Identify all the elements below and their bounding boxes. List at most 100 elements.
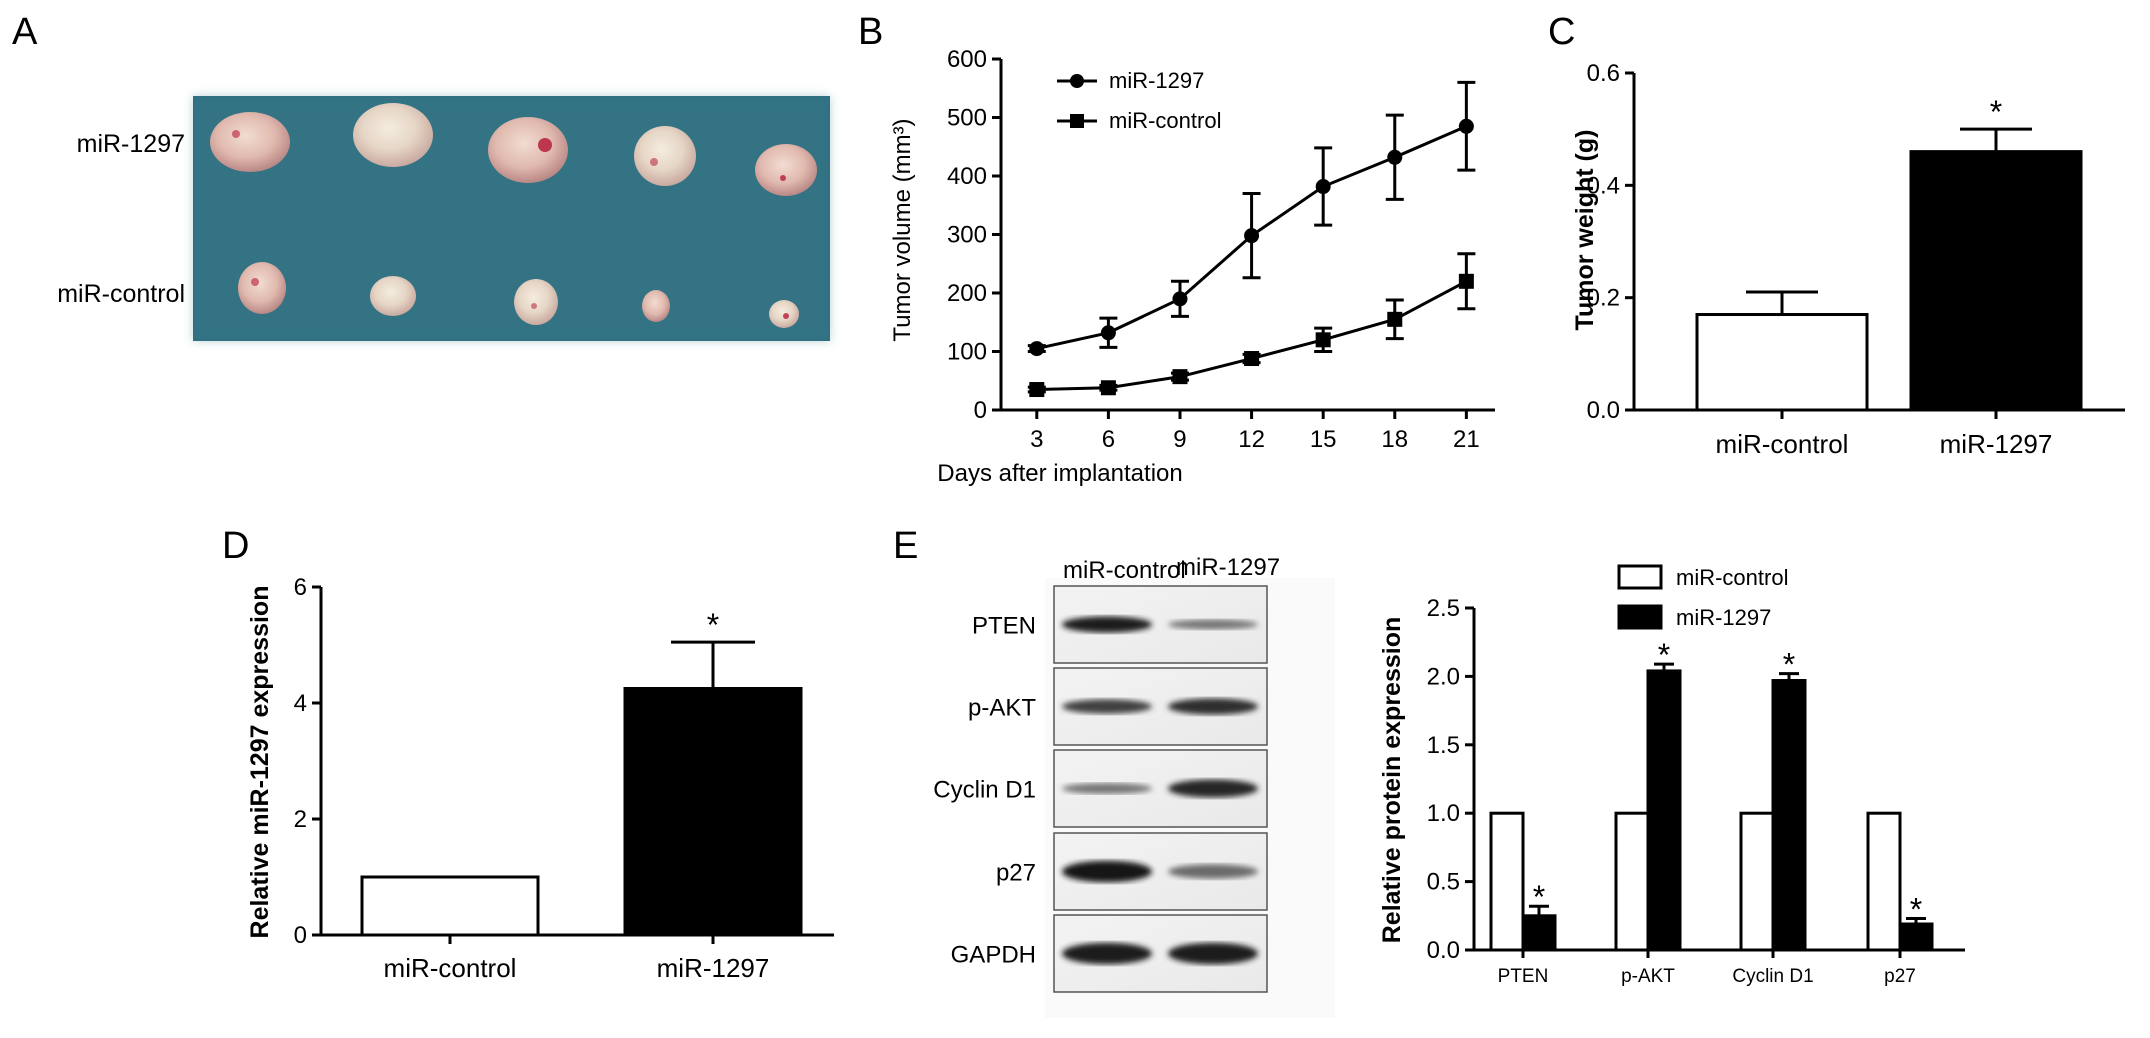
y-tick-label: 2.5 <box>1427 595 1460 622</box>
significance-marker: * <box>1783 647 1795 683</box>
x-tick-label: 3 <box>1030 426 1043 453</box>
bar-mir-1297 <box>1646 669 1682 952</box>
panel-d: D 0 2 4 6 miR-control miR-1297 * Relative miR-… <box>222 525 834 983</box>
y-tick-label: 300 <box>947 222 987 249</box>
blot-row-label: p27 <box>996 860 1036 887</box>
x-tick-label: Cyclin D1 <box>1732 966 1813 987</box>
y-tick-label: 1.0 <box>1427 800 1460 827</box>
y-tick-label: 0.4 <box>1587 172 1620 199</box>
tumor-photo <box>193 96 830 341</box>
y-tick-label: 400 <box>947 163 987 190</box>
blot-band <box>1168 779 1258 798</box>
bar-mir-control <box>1866 811 1902 952</box>
bar-mir-1297 <box>1521 914 1557 952</box>
significance-marker: * <box>1658 637 1670 673</box>
panel-label-e: E <box>893 525 918 567</box>
y-tick-label: 2.0 <box>1427 663 1460 690</box>
blot-column-mir-1297: miR-1297 <box>1176 554 1280 581</box>
y-tick-label: 0.0 <box>1427 937 1460 964</box>
b-y-axis-label: Tumor volume (mm³) <box>889 118 916 341</box>
y-tick-label: 600 <box>947 46 987 73</box>
bar-mir-1297 <box>1771 679 1807 952</box>
legend-marker <box>1070 114 1084 128</box>
x-tick-label: miR-control <box>1716 429 1849 459</box>
data-point <box>1387 149 1403 165</box>
bar-mir-control <box>1614 811 1650 952</box>
y-tick-label: 2 <box>294 806 307 833</box>
legend-label-mir-control: miR-control <box>1109 108 1221 133</box>
significance-marker: * <box>1990 94 2002 130</box>
data-point <box>1458 118 1474 134</box>
data-point <box>1100 380 1116 396</box>
panel-label-c: C <box>1548 11 1575 53</box>
blot-band <box>1168 619 1258 630</box>
b-x-axis-label: Days after implantation <box>937 460 1182 487</box>
y-tick-label: 500 <box>947 105 987 132</box>
x-tick-label: miR-1297 <box>1940 429 2053 459</box>
y-tick-label: 0 <box>294 922 307 949</box>
data-point <box>1244 228 1260 244</box>
blot-row-label: PTEN <box>972 613 1036 640</box>
bar-mir-1297 <box>623 687 803 937</box>
x-tick-label: 15 <box>1310 426 1337 453</box>
x-tick-label: p-AKT <box>1621 966 1675 987</box>
bar-mir-control <box>360 875 540 937</box>
y-tick-label: 0 <box>974 397 987 424</box>
legend-label-mir-1297: miR-1297 <box>1676 605 1771 630</box>
y-tick-label: 4 <box>294 690 307 717</box>
tumor-weight-chart: 0.0 0.2 0.4 0.6 miR-control miR-1297 * Tumor w… <box>1571 60 2125 459</box>
bar-mir-control <box>1695 313 1869 412</box>
tumor-row-mir-1297 <box>210 103 817 196</box>
x-tick-label: 21 <box>1453 426 1480 453</box>
blot-band <box>1062 942 1152 965</box>
d-y-axis-label: Relative miR-1297 expression <box>246 586 274 939</box>
e-y-axis-label: Relative protein expression <box>1378 617 1406 944</box>
y-tick-label: 0.2 <box>1587 285 1620 312</box>
y-tick-label: 0.0 <box>1587 397 1620 424</box>
x-tick-label: p27 <box>1884 966 1916 987</box>
data-point <box>1172 369 1188 385</box>
y-tick-label: 100 <box>947 339 987 366</box>
y-tick-label: 200 <box>947 280 987 307</box>
tumor-volume-chart: 0 100 200 300 400 500 600 3 6 9 12 15 18 21 miR-1297 mi… <box>889 46 1495 487</box>
blot-band <box>1062 699 1152 714</box>
blot-band <box>1168 864 1258 879</box>
blot-band <box>1062 616 1152 633</box>
blot-band <box>1062 783 1152 794</box>
mir-expression-chart: 0 2 4 6 miR-control miR-1297 * Relative miR-12… <box>246 574 834 983</box>
y-tick-label: 0.5 <box>1427 869 1460 896</box>
x-tick-label: PTEN <box>1498 966 1549 987</box>
blot-band <box>1168 942 1258 965</box>
data-point <box>1387 311 1403 327</box>
legend-label-mir-control: miR-control <box>1676 565 1788 590</box>
bar-mir-1297 <box>1898 922 1934 952</box>
western-blot: miR-control miR-1297 PTEN p-AKT Cyclin D1 p… <box>933 554 1335 1018</box>
legend-swatch <box>1617 564 1663 590</box>
x-tick-label: 6 <box>1102 426 1115 453</box>
row-label-mir-1297: miR-1297 <box>77 130 185 158</box>
row-label-mir-control: miR-control <box>57 280 185 308</box>
legend-swatch <box>1617 604 1663 630</box>
x-tick-label: 18 <box>1381 426 1408 453</box>
legend-marker <box>1070 74 1084 88</box>
x-tick-label: 12 <box>1238 426 1265 453</box>
panel-label-d: D <box>222 525 249 567</box>
x-tick-label: miR-control <box>384 953 517 983</box>
y-tick-label: 6 <box>294 574 307 601</box>
panel-label-a: A <box>12 11 38 53</box>
data-point <box>1029 341 1045 357</box>
c-y-axis-label: Tumor weight (g) <box>1571 130 1599 331</box>
tumor-row-mir-control <box>238 262 799 328</box>
data-point <box>1315 332 1331 348</box>
data-point <box>1100 325 1116 341</box>
blot-band <box>1168 698 1258 715</box>
data-point <box>1315 179 1331 195</box>
blot-column-mir-control: miR-control <box>1063 557 1186 584</box>
bar-mir-control <box>1489 811 1525 952</box>
data-point <box>1244 351 1260 367</box>
panel-label-b: B <box>858 11 883 53</box>
data-point <box>1458 273 1474 289</box>
blot-row-label: GAPDH <box>951 942 1036 969</box>
protein-expression-chart: 0.0 0.5 1.0 1.5 2.0 2.5 * PTEN * p-AKT * Cyclin D1 *… <box>1378 564 1965 987</box>
legend-label-mir-1297: miR-1297 <box>1109 68 1204 93</box>
